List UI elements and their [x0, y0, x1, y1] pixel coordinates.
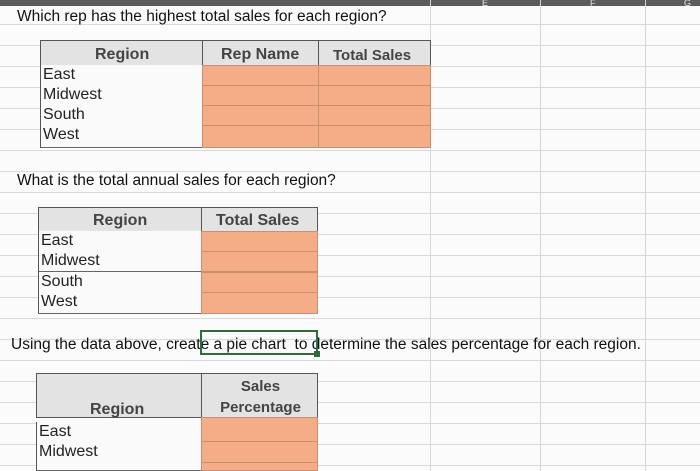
- table3-sales-pct-east[interactable]: [201, 417, 318, 442]
- fill-handle[interactable]: [314, 351, 320, 357]
- table2-row-east[interactable]: East: [38, 231, 202, 252]
- column-letter-e[interactable]: E: [482, 0, 489, 8]
- table3-sales-pct-partial[interactable]: [201, 462, 318, 471]
- table3-header-region-cell[interactable]: Region: [36, 373, 202, 418]
- column-gridline: [540, 0, 541, 471]
- table3-header-region: Region: [90, 401, 145, 418]
- table1-rep-name-midwest[interactable]: [202, 85, 319, 106]
- table2-row-midwest[interactable]: Midwest: [38, 251, 202, 272]
- table2-total-sales-west[interactable]: [201, 292, 318, 314]
- table3-row-partial[interactable]: [36, 463, 202, 471]
- table2-total-sales-midwest[interactable]: [201, 251, 318, 272]
- table1-row-east[interactable]: East: [40, 65, 203, 86]
- question-pie-chart-part2: eate a pie chart: [179, 336, 286, 353]
- table1-header-rep-name: Rep Name: [221, 46, 300, 63]
- table3-header-percentage-line2: Percentage: [220, 399, 301, 416]
- active-cell-selection[interactable]: [200, 330, 318, 355]
- table2-header-total-sales: Total Sales: [216, 212, 300, 229]
- question-pie-chart-part1: Using the data above, cr: [11, 336, 180, 353]
- table1-header-region: Region: [95, 46, 150, 63]
- table2-header-region: Region: [93, 212, 148, 229]
- table1-header-region-cell[interactable]: Region: [40, 40, 203, 66]
- table3-sales-pct-midwest[interactable]: [201, 441, 318, 463]
- table1-rep-name-south[interactable]: [202, 105, 319, 126]
- column-letter-g[interactable]: G: [684, 0, 692, 8]
- table3-header-sales-line1: Sales: [240, 378, 281, 395]
- table2-total-sales-south[interactable]: [201, 272, 318, 293]
- table2-row-west[interactable]: West: [38, 292, 202, 314]
- column-gridline: [430, 0, 431, 471]
- question-pie-chart-part3: to determine the sales percentage for ea…: [294, 336, 641, 353]
- table1-header-rep-cell[interactable]: Rep Name: [202, 40, 319, 66]
- table1-rep-name-west[interactable]: [202, 125, 319, 148]
- table1-row-west[interactable]: West: [40, 125, 203, 148]
- column-letter-f[interactable]: F: [590, 0, 596, 8]
- question-highest-rep: Which rep has the highest total sales fo…: [17, 8, 387, 25]
- question-total-annual-sales: What is the total annual sales for each …: [17, 172, 336, 189]
- table3-header-sales-pct-cell[interactable]: Sales Percentage: [201, 373, 318, 418]
- table2-row-south[interactable]: South: [38, 272, 202, 293]
- table2-total-sales-east[interactable]: [201, 231, 318, 252]
- table1-row-south[interactable]: South: [40, 105, 203, 126]
- question-pie-chart: Using the data above, create a pie chart…: [11, 336, 641, 354]
- table3-row-midwest[interactable]: Midwest: [36, 442, 202, 464]
- table1-rep-name-east[interactable]: [202, 65, 319, 86]
- table1-header-total-cell[interactable]: Total Sales: [318, 40, 431, 66]
- table2-header-region-cell[interactable]: Region: [38, 207, 202, 232]
- table1-header-total-sales: Total Sales: [333, 47, 412, 64]
- table1-row-midwest[interactable]: Midwest: [40, 85, 203, 106]
- table1-total-sales-midwest[interactable]: [318, 85, 431, 106]
- table1-total-sales-east[interactable]: [318, 65, 431, 86]
- table2-header-total-cell[interactable]: Total Sales: [201, 207, 318, 232]
- table1-total-sales-west[interactable]: [318, 125, 431, 148]
- table1-total-sales-south[interactable]: [318, 105, 431, 126]
- column-header-bar[interactable]: E F G: [0, 0, 700, 8]
- column-gridline: [645, 0, 646, 471]
- table3-row-east[interactable]: East: [36, 422, 202, 443]
